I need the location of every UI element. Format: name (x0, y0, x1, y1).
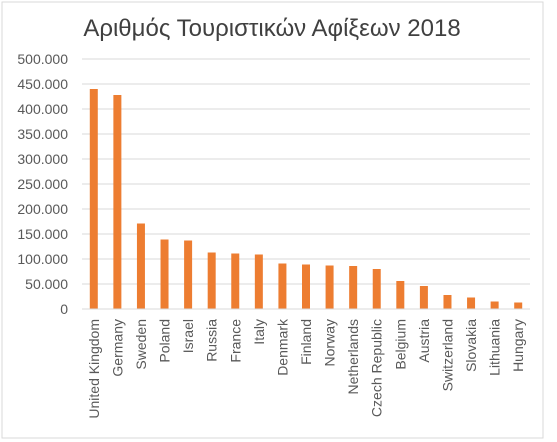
x-category-label: Italy (251, 319, 267, 345)
bar-slovakia (467, 297, 476, 309)
x-category-label: France (227, 319, 243, 363)
y-tick-label: 500.000 (17, 51, 68, 67)
x-category-label: Denmark (274, 318, 290, 376)
x-category-label: Israel (180, 319, 196, 353)
x-axis-labels: United Kingdom Germany Sweden Poland Israel R… (86, 318, 526, 419)
x-category-label: Russia (204, 319, 220, 362)
bar-united-kingdom (89, 89, 98, 309)
x-category-label: Poland (157, 319, 173, 363)
y-tick-label: 100.000 (17, 251, 68, 267)
bar-poland (160, 239, 169, 309)
bar-italy (254, 254, 263, 309)
chart-border (1, 1, 544, 439)
x-category-label: Germany (109, 319, 125, 377)
y-tick-label: 300.000 (17, 151, 68, 167)
bar-israel (184, 240, 193, 309)
y-tick-label: 350.000 (17, 126, 68, 142)
y-tick-label: 0 (60, 301, 68, 317)
x-category-label: Austria (416, 319, 432, 363)
y-tick-label: 250.000 (17, 176, 68, 192)
bar-czech-republic (372, 269, 381, 309)
bar-lithuania (490, 301, 499, 309)
x-category-label: Sweden (133, 319, 149, 370)
x-category-label: United Kingdom (86, 319, 102, 419)
y-tick-label: 400.000 (17, 101, 68, 117)
y-tick-label: 200.000 (17, 201, 68, 217)
bars (89, 89, 523, 309)
x-category-label: Hungary (510, 319, 526, 372)
x-category-label: Czech Republic (369, 319, 385, 417)
x-category-label: Finland (298, 319, 314, 365)
bar-switzerland (443, 295, 452, 309)
bar-hungary (514, 302, 523, 309)
bar-denmark (278, 263, 287, 309)
x-category-label: Slovakia (463, 319, 479, 372)
y-axis-ticks: 0 50.000 100.000 150.000 200.000 250.000 300.0… (17, 51, 68, 317)
chart-title: Αριθμός Τουριστικών Αφίξεων 2018 (83, 15, 460, 42)
x-category-label: Lithuania (487, 319, 503, 376)
y-tick-label: 50.000 (25, 276, 68, 292)
x-category-label: Netherlands (345, 319, 361, 395)
bar-belgium (396, 281, 405, 309)
x-category-label: Norway (322, 319, 338, 366)
x-category-label: Belgium (392, 319, 408, 370)
bar-norway (325, 265, 334, 309)
bar-finland (302, 264, 310, 309)
grid-lines (82, 58, 530, 285)
bar-netherlands (349, 266, 358, 309)
bar-germany (113, 95, 122, 309)
y-tick-label: 150.000 (17, 226, 68, 242)
bar-austria (419, 286, 428, 309)
x-category-label: Switzerland (439, 319, 455, 391)
bar-sweden (136, 223, 145, 309)
bar-russia (207, 252, 216, 309)
y-tick-label: 450.000 (17, 76, 68, 92)
bar-france (231, 253, 240, 309)
